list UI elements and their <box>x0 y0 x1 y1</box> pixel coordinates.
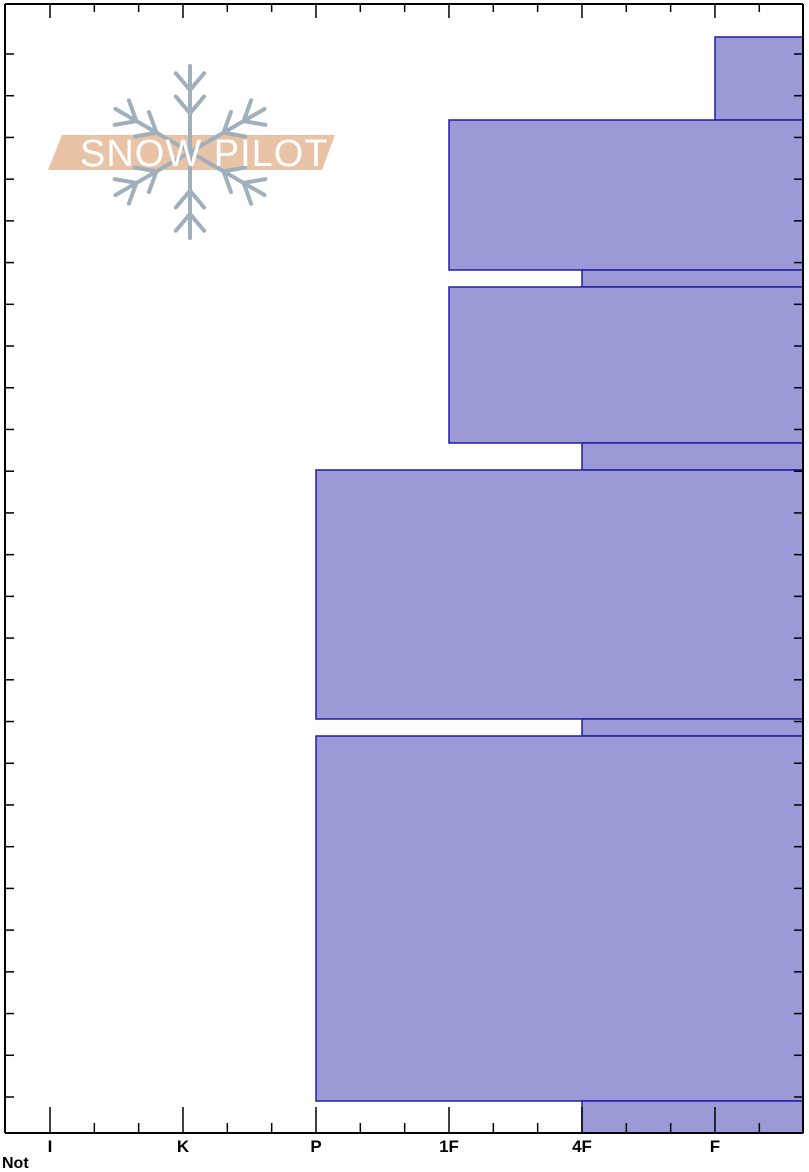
x-tick-label: P <box>310 1137 321 1156</box>
chart-axes <box>4 3 804 1134</box>
x-axis-labels: I K P 1F 4F F <box>48 1137 721 1156</box>
hardness-bar <box>448 286 804 444</box>
x-tick-label: F <box>710 1137 720 1156</box>
hardness-bar <box>581 718 804 737</box>
hardness-bar <box>315 469 804 720</box>
hardness-bar <box>581 269 804 288</box>
x-tick-label: 1F <box>439 1137 459 1156</box>
hardness-bar <box>448 119 804 271</box>
snowflake-icon <box>112 64 268 240</box>
hardness-bars <box>315 36 804 1134</box>
x-tick-label: I <box>48 1137 53 1156</box>
x-tick-label: 4F <box>572 1137 592 1156</box>
footer-label: Not <box>2 1155 29 1172</box>
hardness-bar <box>315 735 804 1102</box>
logo-text: SNOW PILOT <box>80 133 329 175</box>
hardness-bar <box>714 36 804 121</box>
hardness-bar <box>581 442 804 471</box>
x-tick-label: K <box>177 1137 190 1156</box>
snow-pilot-logo: SNOW PILOT <box>48 64 335 240</box>
hardness-bar <box>581 1100 804 1134</box>
